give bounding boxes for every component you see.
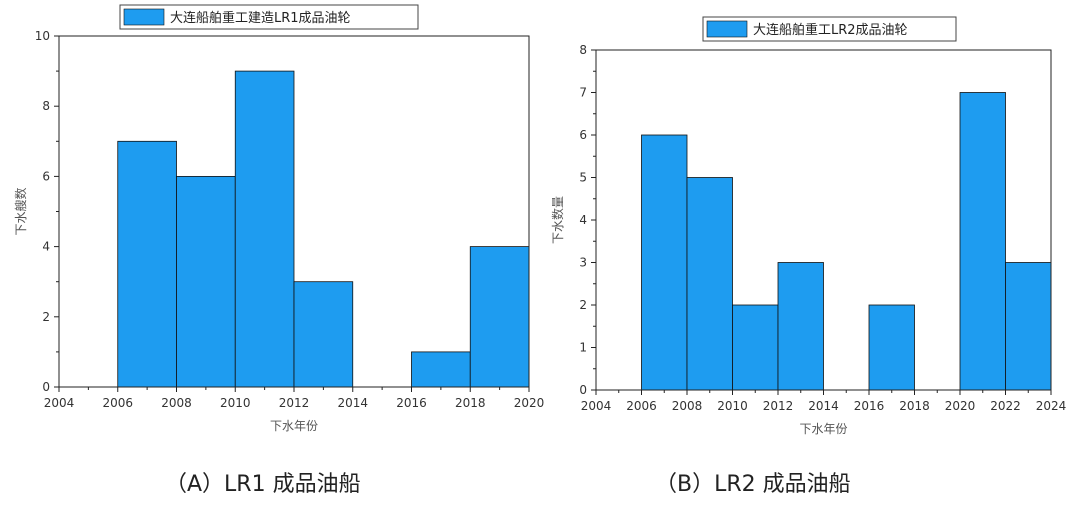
x-tick-label: 2004	[44, 396, 75, 410]
legend: 大连船舶重工LR2成品油轮	[702, 16, 957, 42]
y-tick-label: 6	[579, 128, 587, 142]
y-tick-label: 8	[579, 43, 587, 57]
bar	[732, 304, 779, 391]
y-tick-label: 2	[579, 298, 587, 312]
y-tick-label: 4	[579, 213, 587, 227]
x-tick-label: 2016	[854, 399, 885, 413]
x-tick-label: 2024	[1036, 399, 1067, 413]
y-tick-label: 6	[42, 169, 50, 183]
y-axis-label: 下水数量	[550, 196, 565, 244]
bar	[234, 70, 295, 388]
y-tick-label: 3	[579, 256, 587, 270]
y-tick-label: 0	[579, 383, 587, 397]
bar	[868, 304, 915, 391]
y-tick-label: 10	[35, 29, 50, 43]
y-axis-label: 下水艘数	[13, 187, 28, 235]
x-tick-label: 2018	[455, 396, 486, 410]
legend-label: 大连船舶重工LR2成品油轮	[753, 22, 908, 38]
y-tick-label: 2	[42, 310, 50, 324]
y-tick-label: 8	[42, 99, 50, 113]
x-tick-label: 2006	[626, 399, 657, 413]
legend-swatch	[706, 20, 748, 38]
x-tick-label: 2010	[220, 396, 251, 410]
x-axis-label: 下水年份	[799, 422, 847, 436]
bar	[293, 281, 354, 388]
bar	[469, 246, 530, 388]
y-tick-label: 5	[579, 171, 587, 185]
x-tick-label: 2004	[581, 399, 612, 413]
x-tick-label: 2006	[102, 396, 133, 410]
x-tick-label: 2018	[899, 399, 930, 413]
x-tick-label: 2020	[514, 396, 545, 410]
y-tick-label: 7	[579, 86, 587, 100]
x-tick-label: 2008	[672, 399, 703, 413]
y-tick-label: 0	[42, 380, 50, 394]
chart-panel-b: 2004 2006 2008 2010 2012 2014 2016 2018 2020 2022…	[550, 16, 1067, 436]
x-tick-label: 2012	[763, 399, 794, 413]
caption-b: （B）LR2 成品油船	[655, 472, 851, 497]
x-tick-label: 2014	[808, 399, 839, 413]
legend-label: 大连船舶重工建造LR1成品油轮	[170, 10, 351, 26]
x-tick-label: 2014	[337, 396, 368, 410]
x-tick-label: 2008	[161, 396, 192, 410]
y-tick-label: 4	[42, 240, 50, 254]
x-tick-label: 2020	[945, 399, 976, 413]
chart-panel-a: 2004 2006 2008 2010 2012 2014 2016 2018 2020 0 2 4 6…	[13, 4, 545, 433]
caption-a: （A）LR1 成品油船	[165, 472, 361, 497]
bar	[641, 134, 688, 391]
bar	[117, 140, 177, 388]
y-tick-label: 1	[579, 341, 587, 355]
legend-swatch	[123, 8, 165, 26]
x-tick-label: 2010	[717, 399, 748, 413]
x-tick-label: 2022	[990, 399, 1021, 413]
bar	[411, 351, 471, 388]
bar	[777, 262, 824, 391]
bar	[176, 175, 236, 388]
legend-box	[119, 4, 419, 30]
bar	[959, 92, 1006, 391]
bar	[686, 177, 733, 391]
legend: 大连船舶重工建造LR1成品油轮	[119, 4, 419, 30]
x-tick-label: 2012	[279, 396, 310, 410]
x-tick-label: 2016	[396, 396, 427, 410]
x-axis-label: 下水年份	[270, 419, 318, 433]
bar	[1005, 262, 1052, 391]
